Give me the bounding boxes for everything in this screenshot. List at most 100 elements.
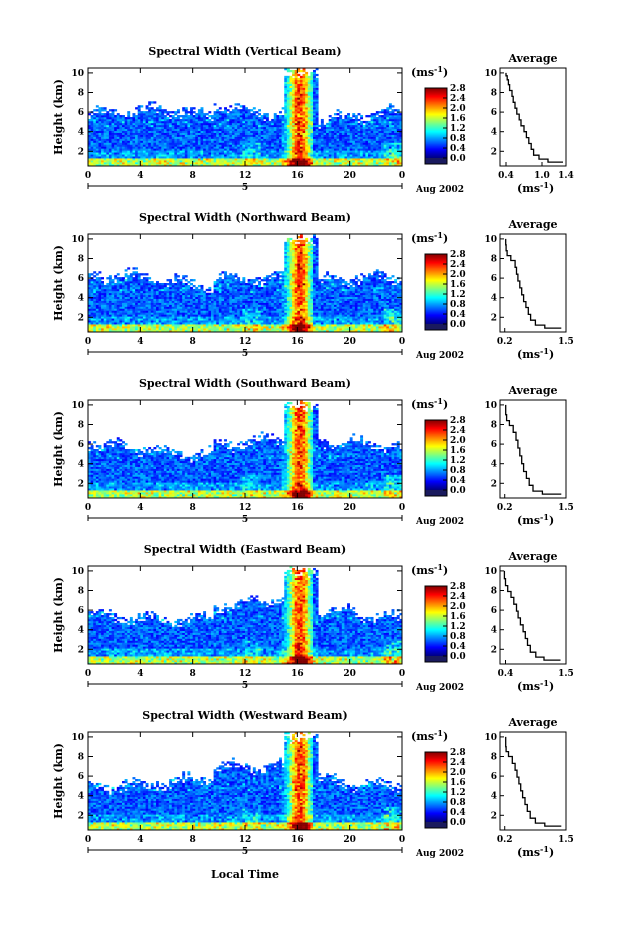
heatmap-cell xyxy=(261,141,264,143)
heatmap-cell xyxy=(159,307,162,309)
heatmap-cell xyxy=(98,322,101,324)
heatmap-cell xyxy=(358,113,361,115)
heatmap-cell xyxy=(248,117,251,119)
heatmap-cell xyxy=(193,279,196,281)
heatmap-cell xyxy=(214,129,217,131)
heatmap-cell xyxy=(138,131,141,133)
heatmap-cell xyxy=(274,152,277,154)
heatmap-cell xyxy=(287,160,290,162)
heatmap-cell xyxy=(195,154,198,156)
heatmap-cell xyxy=(201,158,204,160)
heatmap-cell xyxy=(248,144,251,146)
heatmap-cell xyxy=(185,154,188,156)
heatmap-cell xyxy=(253,113,256,115)
heatmap-cell xyxy=(143,295,146,297)
heatmap-cell xyxy=(135,158,138,160)
heatmap-cell xyxy=(130,158,133,160)
heatmap-cell xyxy=(119,312,122,314)
heatmap-cell xyxy=(269,162,272,164)
heatmap-cell xyxy=(339,111,342,113)
heatmap-cell xyxy=(187,314,190,316)
heatmap-cell xyxy=(159,144,162,146)
heatmap-cell xyxy=(161,287,164,289)
heatmap-cell xyxy=(368,142,371,144)
heatmap-cell xyxy=(303,109,306,111)
heatmap-cell xyxy=(98,135,101,137)
heatmap-cell xyxy=(153,119,156,121)
heatmap-cell xyxy=(334,154,337,156)
heatmap-cell xyxy=(177,289,180,291)
heatmap-cell xyxy=(295,115,298,117)
heatmap-cell xyxy=(394,131,397,133)
heatmap-cell xyxy=(114,109,117,111)
heatmap-cell xyxy=(289,133,292,135)
heatmap-cell xyxy=(130,289,133,291)
heatmap-cell xyxy=(109,129,112,131)
heatmap-cell xyxy=(373,125,376,127)
heatmap-cell xyxy=(193,144,196,146)
heatmap-cell xyxy=(98,297,101,299)
heatmap-cell xyxy=(114,119,117,121)
heatmap-cell xyxy=(151,115,154,117)
heatmap-cell xyxy=(237,129,240,131)
heatmap-cell xyxy=(96,312,99,314)
heatmap-cell xyxy=(214,119,217,121)
heatmap-cell xyxy=(117,297,120,299)
heatmap-cell xyxy=(386,111,389,113)
heatmap-cell xyxy=(376,160,379,162)
heatmap-cell xyxy=(342,133,345,135)
heatmap-cell xyxy=(284,82,287,84)
heatmap-cell xyxy=(117,277,120,279)
heatmap-cell xyxy=(397,146,400,148)
heatmap-cell xyxy=(284,88,287,90)
heatmap-cell xyxy=(282,152,285,154)
heatmap-cell xyxy=(384,137,387,139)
heatmap-cell xyxy=(96,316,99,318)
heatmap-cell xyxy=(159,297,162,299)
heatmap-cell xyxy=(167,119,170,121)
heatmap-cell xyxy=(381,158,384,160)
heatmap-cell xyxy=(159,156,162,158)
heatmap-cell xyxy=(138,299,141,301)
heatmap-cell xyxy=(289,162,292,164)
heatmap-cell xyxy=(397,123,400,125)
heatmap-cell xyxy=(248,115,251,117)
heatmap-cell xyxy=(93,295,96,297)
heatmap-cell xyxy=(125,137,128,139)
heatmap-cell xyxy=(182,293,185,295)
heatmap-cell xyxy=(219,141,222,143)
heatmap-cell xyxy=(208,142,211,144)
heatmap-cell xyxy=(156,150,159,152)
heatmap-cell xyxy=(373,117,376,119)
heatmap-cell xyxy=(287,115,290,117)
heatmap-cell xyxy=(161,115,164,117)
heatmap-cell xyxy=(350,150,353,152)
heatmap-cell xyxy=(156,285,159,287)
heatmap-cell xyxy=(297,92,300,94)
heatmap-cell xyxy=(203,293,206,295)
heatmap-cell xyxy=(292,103,295,105)
heatmap-cell xyxy=(232,109,235,111)
heatmap-cell xyxy=(303,92,306,94)
x-tick-label: 16 xyxy=(291,171,304,181)
heatmap-cell xyxy=(208,139,211,141)
heatmap-cell xyxy=(334,131,337,133)
heatmap-cell xyxy=(365,154,368,156)
heatmap-cell xyxy=(109,119,112,121)
heatmap-cell xyxy=(104,285,107,287)
heatmap-cell xyxy=(305,76,308,78)
heatmap-cell xyxy=(397,109,400,111)
heatmap-cell xyxy=(114,289,117,291)
heatmap-cell xyxy=(224,150,227,152)
heatmap-cell xyxy=(368,131,371,133)
heatmap-cell xyxy=(203,320,206,322)
heatmap-cell xyxy=(308,95,311,97)
heatmap-cell xyxy=(297,123,300,125)
heatmap-cell xyxy=(255,150,258,152)
heatmap-cell xyxy=(365,123,368,125)
heatmap-cell xyxy=(355,141,358,143)
heatmap-cell xyxy=(182,308,185,310)
heatmap-cell xyxy=(201,119,204,121)
heatmap-cell xyxy=(109,150,112,152)
heatmap-cell xyxy=(287,111,290,113)
